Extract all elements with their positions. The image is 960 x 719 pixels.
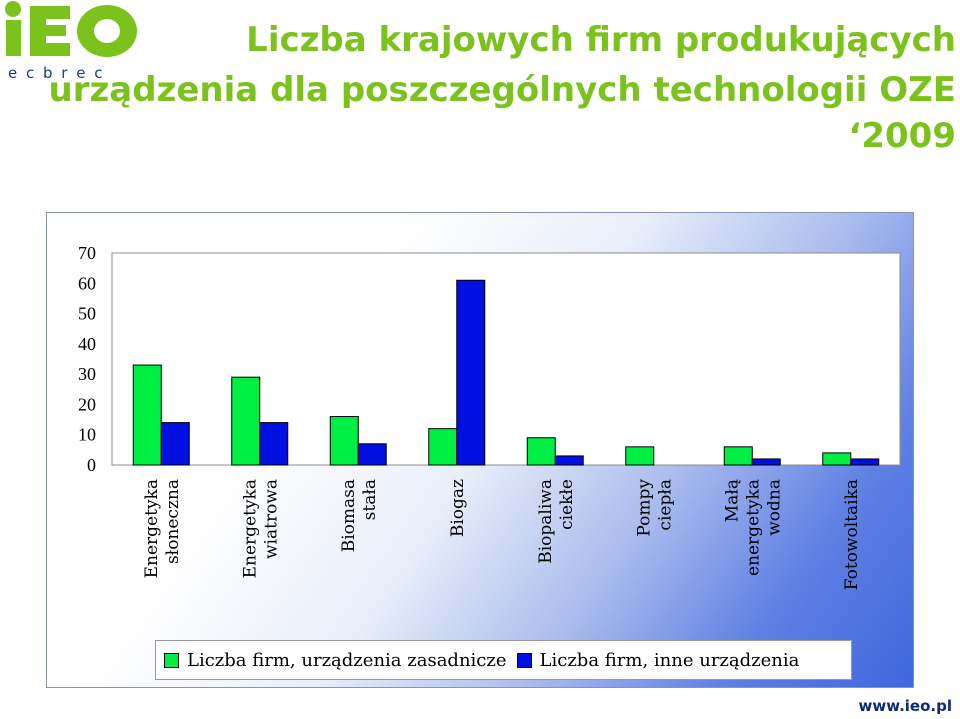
- y-tick-label: 40: [78, 334, 96, 354]
- x-category-label: ciepła: [655, 479, 675, 531]
- legend-swatch-series-2: [516, 652, 532, 668]
- chart-legend: Liczba firm, urządzenia zasadnicze Liczb…: [155, 640, 852, 680]
- page-title-year: ‘2009: [848, 116, 956, 156]
- x-category-label: Pompy: [634, 479, 654, 537]
- footer-url: www.ieo.pl: [858, 697, 952, 715]
- x-category-label: stała: [360, 479, 380, 520]
- bar-series-1: [428, 428, 458, 466]
- x-category-label: Biopaliwa: [536, 479, 556, 564]
- bar-series-1: [526, 437, 556, 466]
- page-title-line-2: urządzenia dla poszczególnych technologi…: [48, 70, 956, 110]
- chart-panel: 0 10 20 30 40 50 60 70 Energetyka słoneczna Energe…: [46, 212, 914, 688]
- x-category-label: Energetyka: [142, 479, 162, 578]
- legend-entry-series-2: Liczba firm, inne urządzenia: [516, 649, 800, 671]
- y-tick-label: 0: [87, 455, 96, 475]
- legend-label-series-1: Liczba firm, urządzenia zasadnicze: [187, 649, 507, 671]
- legend-swatch-series-1: [164, 652, 179, 668]
- x-category-label: Fotowoltaika: [842, 479, 862, 590]
- x-category-label: Biogaz: [448, 479, 468, 537]
- y-tick-label: 20: [78, 394, 96, 414]
- bar-series-1: [329, 416, 359, 466]
- bar-series-1: [723, 446, 753, 466]
- bar-series-1: [625, 446, 655, 466]
- x-category-label: wiatrowa: [261, 479, 281, 559]
- bar-series-1: [132, 364, 162, 466]
- x-category-label: ciekłe: [557, 479, 577, 530]
- bar-series-2: [456, 279, 486, 466]
- bar-series-1: [231, 376, 261, 466]
- x-category-label: wodna: [764, 479, 784, 536]
- legend-entry-series-1: Liczba firm, urządzenia zasadnicze: [164, 650, 507, 671]
- y-tick-label: 50: [78, 304, 96, 324]
- x-category-label: słoneczna: [163, 479, 183, 564]
- x-category-label: energetyka: [743, 479, 763, 576]
- bar-series-2: [357, 443, 387, 466]
- ieo-logo: e c b r e c: [5, 1, 137, 82]
- y-tick-label: 10: [78, 425, 96, 445]
- y-tick-label: 70: [78, 243, 96, 263]
- bar-series-2: [160, 422, 190, 466]
- bar-series-1: [822, 452, 852, 466]
- x-category-label: Biomasa: [339, 479, 359, 552]
- bar-series-2: [259, 422, 289, 466]
- bar-series-2: [554, 455, 584, 466]
- y-tick-label: 30: [78, 364, 96, 384]
- plot-area: [111, 252, 901, 466]
- y-tick-label: 60: [78, 273, 96, 293]
- logo-subtext: e c b r e c: [8, 64, 104, 82]
- legend-label-series-2: Liczba firm, inne urządzenia: [539, 649, 800, 671]
- bar-series-2: [751, 458, 781, 466]
- page-title-line-1: Liczba krajowych firm produkujących: [246, 20, 956, 60]
- x-category-label: Małą: [722, 479, 742, 522]
- x-category-label: Energetyka: [240, 479, 260, 578]
- bar-series-2: [850, 458, 880, 466]
